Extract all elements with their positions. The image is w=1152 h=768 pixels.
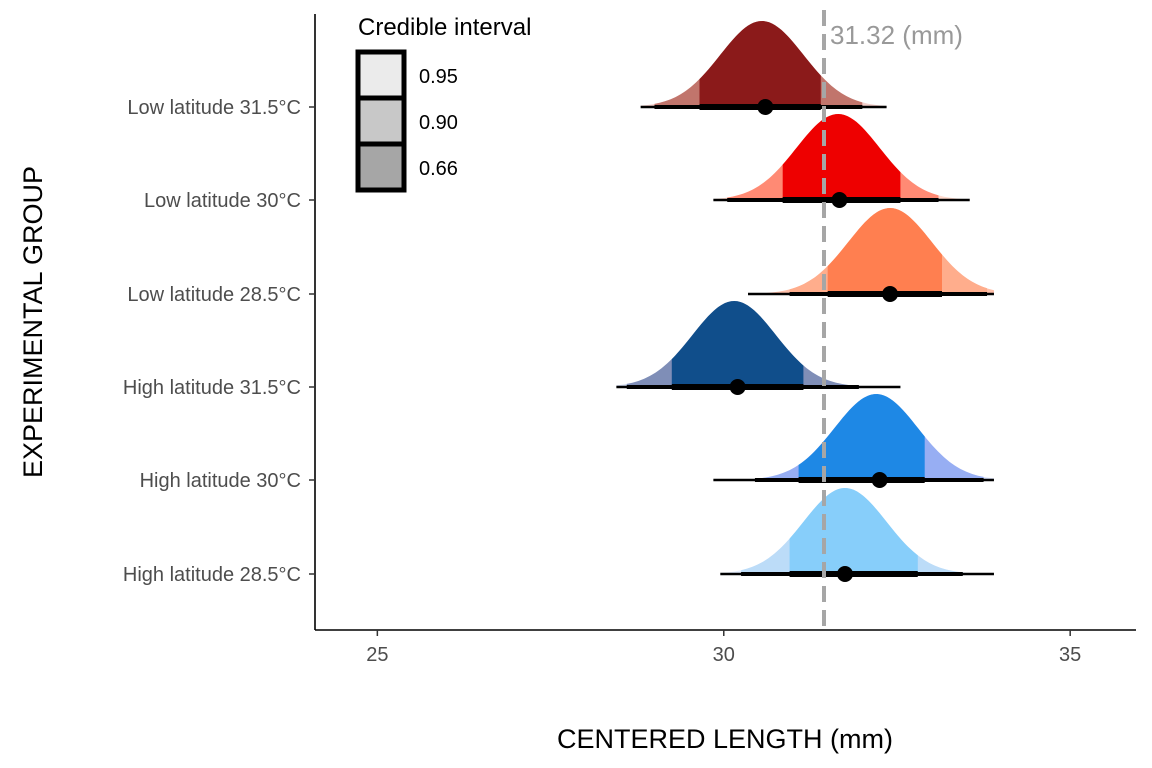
legend-label: 0.95 [419,66,458,88]
y-tick-label: Low latitude 28.5°C [127,284,301,306]
legend: Credible interval 0.95 0.90 0.66 [355,14,531,193]
density-66-band [827,208,942,294]
legend-items: 0.95 0.90 0.66 [355,49,458,193]
x-tick-label: 30 [713,644,735,666]
density-66-band [699,21,821,107]
density-66-band [789,488,918,574]
x-axis-title: CENTERED LENGTH (mm) [557,724,893,754]
density-layer [616,21,994,574]
y-tick-label: Low latitude 31.5°C [127,97,301,119]
y-axis-title: EXPERIMENTAL GROUP [18,166,48,478]
x-tick-label: 35 [1059,644,1081,666]
legend-label: 0.66 [419,158,458,180]
x-tick-label: 25 [366,644,388,666]
median-point [729,379,746,395]
median-points [729,99,899,582]
legend-swatch [355,49,407,101]
median-point [837,566,854,582]
reference-label: 31.32 (mm) [830,20,963,50]
y-tick-label: High latitude 31.5°C [123,377,301,399]
y-tick-label: Low latitude 30°C [144,190,301,212]
density-66-band [798,394,925,480]
density-66-band [782,114,901,200]
median-point [831,192,848,208]
legend-label: 0.90 [419,112,458,134]
legend-title: Credible interval [358,14,531,41]
y-axis-ticks: Low latitude 31.5°C Low latitude 30°C Low … [123,97,315,586]
legend-swatch [355,141,407,193]
x-axis-ticks: 25 30 35 [366,630,1081,666]
y-tick-label: High latitude 30°C [140,470,301,492]
median-point [757,99,774,115]
median-point [871,472,888,488]
median-point [882,286,899,302]
legend-swatch [355,95,407,147]
y-tick-label: High latitude 28.5°C [123,564,301,586]
density-66-band [671,301,804,387]
